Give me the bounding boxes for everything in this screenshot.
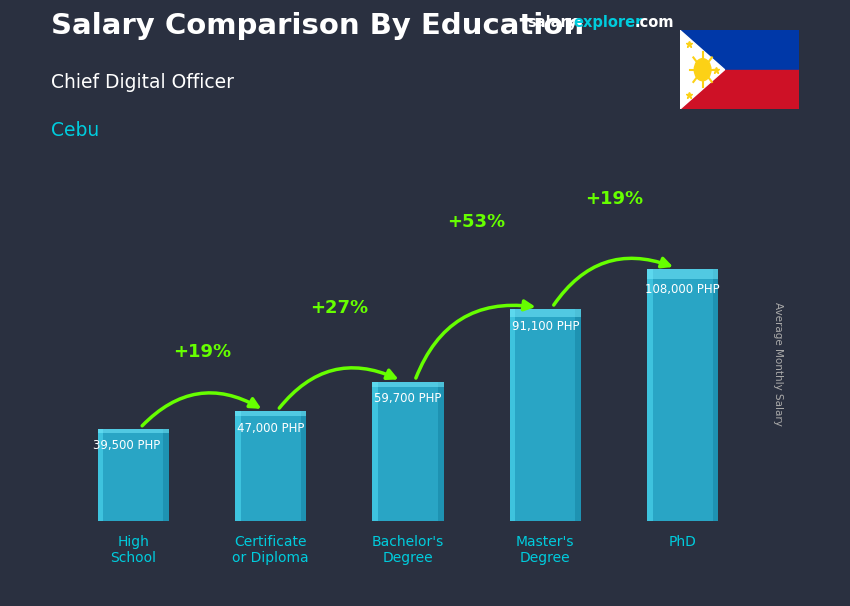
Text: Cebu: Cebu: [51, 121, 99, 140]
Bar: [235, 411, 241, 521]
Bar: [301, 411, 306, 521]
Bar: [680, 70, 799, 109]
Text: +19%: +19%: [585, 190, 643, 208]
Text: Salary Comparison By Education: Salary Comparison By Education: [51, 12, 584, 40]
Text: +19%: +19%: [173, 343, 231, 361]
Text: 108,000 PHP: 108,000 PHP: [645, 283, 720, 296]
Text: explorer: explorer: [574, 15, 643, 30]
Text: 59,700 PHP: 59,700 PHP: [374, 392, 442, 405]
Bar: [235, 411, 306, 416]
Circle shape: [694, 59, 711, 81]
Bar: [372, 382, 444, 387]
FancyArrowPatch shape: [416, 301, 532, 378]
FancyArrowPatch shape: [280, 368, 395, 408]
Bar: [163, 429, 169, 521]
Text: salary: salary: [527, 15, 577, 30]
FancyBboxPatch shape: [510, 308, 581, 521]
Text: +53%: +53%: [448, 213, 506, 231]
Text: Average Monthly Salary: Average Monthly Salary: [773, 302, 783, 425]
Bar: [510, 308, 515, 521]
Text: 91,100 PHP: 91,100 PHP: [512, 320, 579, 333]
Bar: [647, 269, 718, 279]
Text: 47,000 PHP: 47,000 PHP: [237, 422, 304, 435]
FancyBboxPatch shape: [98, 429, 169, 521]
FancyBboxPatch shape: [372, 382, 444, 521]
FancyBboxPatch shape: [235, 411, 306, 521]
Bar: [438, 382, 444, 521]
Text: +27%: +27%: [310, 299, 368, 317]
Bar: [575, 308, 581, 521]
FancyArrowPatch shape: [142, 393, 258, 426]
FancyBboxPatch shape: [647, 269, 718, 521]
FancyArrowPatch shape: [553, 258, 670, 305]
Bar: [647, 269, 653, 521]
Bar: [98, 429, 104, 521]
Bar: [510, 308, 581, 317]
Bar: [712, 269, 718, 521]
Text: Chief Digital Officer: Chief Digital Officer: [51, 73, 234, 92]
Bar: [372, 382, 378, 521]
Polygon shape: [680, 30, 724, 109]
Bar: [98, 429, 169, 433]
Text: 39,500 PHP: 39,500 PHP: [93, 439, 160, 453]
Bar: [680, 30, 799, 70]
Text: .com: .com: [635, 15, 674, 30]
